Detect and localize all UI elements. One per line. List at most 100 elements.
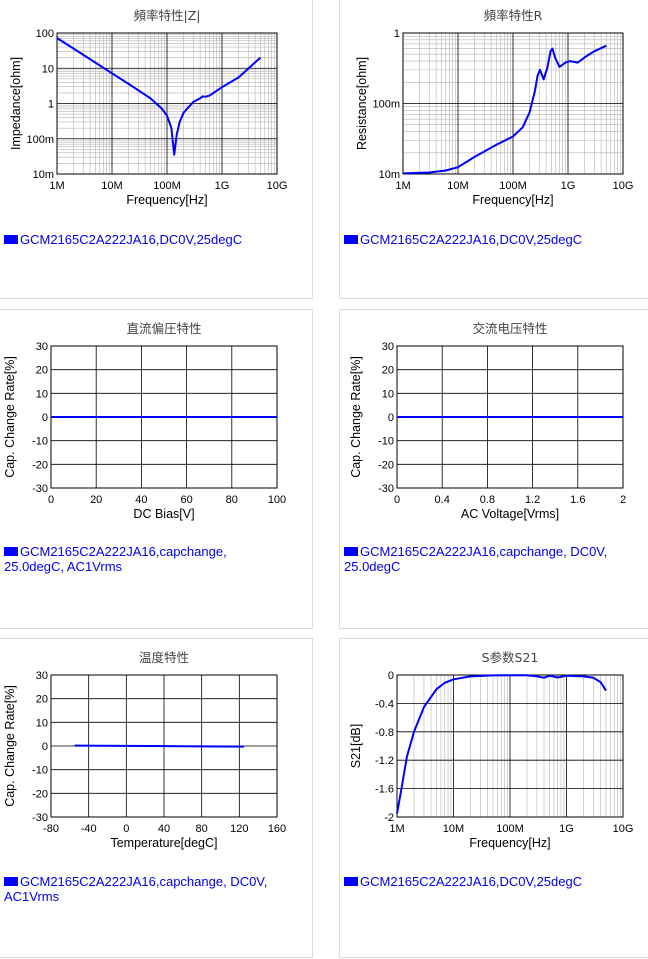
chart-svg: 直流偏圧特性 0 20 40 60 80 100 -30 -20 -10 0 10 20 30 DC Bia…: [3, 321, 286, 521]
y-tick-label: 30: [36, 341, 48, 353]
x-tick-label: 1M: [395, 180, 410, 192]
y-axis-label: Impedance[ohm]: [9, 57, 23, 150]
legend-swatch: [344, 235, 358, 244]
y-tick-label: 10: [36, 388, 48, 400]
x-tick-label: 10M: [447, 180, 468, 192]
y-tick-label: 1: [48, 99, 54, 111]
chart-panel-temperature: 温度特性 -80 -40 0 40 80 120 160 -30 -20 -10 0 10 20 30 Tem…: [0, 638, 313, 958]
y-tick-label: -2: [384, 812, 394, 824]
y-tick-label: 10m: [379, 169, 400, 181]
x-tick-label: -40: [81, 823, 97, 835]
legend-swatch: [4, 877, 18, 886]
x-tick-label: 40: [158, 823, 170, 835]
x-axis-label: DC Bias[V]: [133, 507, 194, 521]
y-tick-label: 100: [36, 28, 54, 40]
y-axis-label: Cap. Change Rate[%]: [3, 356, 17, 478]
x-tick-label: 1.6: [570, 494, 585, 506]
x-tick-label: 120: [230, 823, 248, 835]
x-tick-label: 20: [90, 494, 102, 506]
x-tick-label: 1G: [561, 180, 576, 192]
x-tick-label: 100M: [496, 823, 524, 835]
x-axis-label: AC Voltage[Vrms]: [461, 507, 559, 521]
series-line: [74, 744, 245, 748]
x-tick-label: 40: [135, 494, 147, 506]
y-tick-label: -30: [32, 812, 48, 824]
y-tick-label: 30: [382, 341, 394, 353]
x-tick-label: 10M: [443, 823, 464, 835]
legend-swatch: [344, 547, 358, 556]
y-tick-label: 100m: [26, 134, 54, 146]
legend[interactable]: GCM2165C2A222JA16,capchange, 25.0degC, A…: [4, 544, 254, 574]
x-axis-label: Frequency[Hz]: [472, 193, 553, 207]
y-tick-label: 10: [36, 717, 48, 729]
plot-frame: [402, 32, 624, 175]
y-tick-label: -20: [32, 788, 48, 800]
y-tick-label: -10: [378, 436, 394, 448]
chart-panel-dc-bias: 直流偏圧特性 0 20 40 60 80 100 -30 -20 -10 0 10 20 30 DC Bia…: [0, 309, 313, 629]
y-axis-label: Resistance[ohm]: [355, 57, 369, 150]
series-line: [402, 44, 607, 175]
chart-title: 交流电压特性: [472, 321, 547, 336]
y-tick-label: -10: [32, 436, 48, 448]
y-tick-label: 100m: [372, 99, 400, 111]
y-tick-label: 0: [42, 412, 48, 424]
chart-panel-impedance: 頻率特性|Z| 1M 10M 100M 1G 10G 10m 100m 1 10 100 Freque…: [0, 0, 313, 299]
y-tick-label: 20: [36, 694, 48, 706]
y-tick-label: -0.8: [375, 727, 394, 739]
legend-swatch: [4, 547, 18, 556]
x-tick-label: 1G: [215, 180, 230, 192]
y-tick-label: 1: [394, 28, 400, 40]
legend[interactable]: GCM2165C2A222JA16,DC0V,25degC: [4, 232, 304, 247]
y-tick-label: -10: [32, 765, 48, 777]
x-tick-label: 100M: [153, 180, 181, 192]
legend[interactable]: GCM2165C2A222JA16,DC0V,25degC: [344, 232, 644, 247]
y-tick-label: -20: [378, 459, 394, 471]
chart-title: 温度特性: [139, 650, 189, 665]
legend-link[interactable]: GCM2165C2A222JA16,DC0V,25degC: [360, 232, 583, 247]
x-tick-label: 1M: [49, 180, 64, 192]
legend[interactable]: GCM2165C2A222JA16,DC0V,25degC: [344, 874, 644, 889]
y-tick-label: 10: [42, 63, 54, 75]
legend-link[interactable]: GCM2165C2A222JA16,capchange, DC0V, AC1Vr…: [4, 874, 268, 904]
x-tick-label: 10M: [101, 180, 122, 192]
plot-frame: [50, 674, 278, 818]
x-tick-label: 100: [268, 494, 286, 506]
x-tick-label: 0: [48, 494, 54, 506]
x-tick-label: 2: [620, 494, 626, 506]
x-tick-label: -80: [43, 823, 59, 835]
legend-swatch: [4, 235, 18, 244]
series-line: [56, 37, 262, 156]
y-tick-label: -1.2: [375, 755, 394, 767]
y-tick-label: -30: [32, 483, 48, 495]
y-tick-label: -20: [32, 459, 48, 471]
x-tick-label: 80: [196, 823, 208, 835]
legend-link[interactable]: GCM2165C2A222JA16,capchange, 25.0degC, A…: [4, 544, 227, 574]
legend[interactable]: GCM2165C2A222JA16,capchange, DC0V, AC1Vr…: [4, 874, 294, 904]
chart-svg: 交流电压特性 0 0.4 0.8 1.2 1.6 2 -30 -20 -10 0 10 20 30 AC V…: [349, 321, 626, 521]
x-tick-label: 1M: [389, 823, 404, 835]
chart-svg: 頻率特性R 1M 10M 100M 1G 10G 10m 100m 1 Frequency[Hz]…: [355, 8, 633, 207]
legend-link[interactable]: GCM2165C2A222JA16,capchange, DC0V, 25.0d…: [344, 544, 608, 574]
y-tick-label: 0: [42, 741, 48, 753]
chart-title: 頻率特性R: [484, 8, 543, 23]
x-axis-label: Temperature[degC]: [110, 836, 217, 850]
x-axis-label: Frequency[Hz]: [469, 836, 550, 850]
x-tick-label: 100M: [499, 180, 527, 192]
series-line: [396, 674, 607, 814]
plot-frame: [56, 32, 278, 175]
x-tick-label: 10G: [613, 823, 634, 835]
chart-panel-resistance: 頻率特性R 1M 10M 100M 1G 10G 10m 100m 1 Frequency[Hz]…: [339, 0, 648, 299]
y-tick-label: 10m: [33, 169, 54, 181]
chart-svg: S参数S21 1M 10M 100M 1G 10G -2 -1.6 -1.2 -0.8 -0.4 0 F…: [349, 650, 634, 850]
legend-link[interactable]: GCM2165C2A222JA16,DC0V,25degC: [20, 232, 243, 247]
x-tick-label: 60: [180, 494, 192, 506]
y-tick-label: 0: [388, 412, 394, 424]
y-axis-label: Cap. Change Rate[%]: [3, 685, 17, 807]
x-tick-label: 1G: [559, 823, 574, 835]
y-tick-label: -0.4: [375, 698, 394, 710]
legend-link[interactable]: GCM2165C2A222JA16,DC0V,25degC: [360, 874, 583, 889]
x-tick-label: 0: [123, 823, 129, 835]
legend[interactable]: GCM2165C2A222JA16,capchange, DC0V, 25.0d…: [344, 544, 639, 574]
x-tick-label: 0.8: [480, 494, 495, 506]
x-tick-label: 0.4: [435, 494, 450, 506]
